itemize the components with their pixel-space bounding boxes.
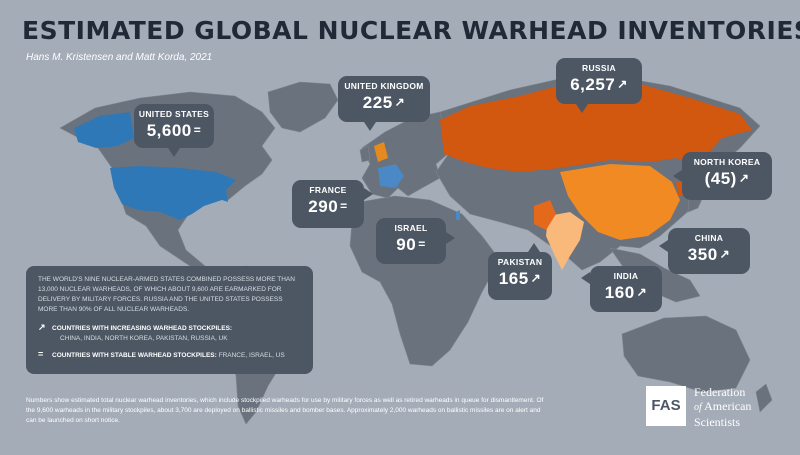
callout-india: INDIA 160 ↗	[581, 266, 662, 312]
callout-pointer	[576, 104, 588, 113]
country-name: INDIA	[613, 271, 639, 281]
callout-israel: ISRAEL 90 =	[376, 218, 455, 264]
legend-stable: = Countries with stable warhead stockpile…	[38, 349, 301, 359]
stable-icon: =	[340, 199, 348, 213]
page-title: ESTIMATED GLOBAL NUCLEAR WARHEAD INVENTO…	[22, 16, 800, 45]
warhead-count: 6,257 ↗	[570, 75, 628, 94]
country-name: RUSSIA	[582, 63, 616, 73]
legend-stable-label: Countries with stable warhead stockpiles…	[52, 352, 217, 359]
russia-region	[440, 80, 752, 172]
increasing-arrow-icon: ↗	[636, 285, 648, 299]
callout-pointer	[364, 188, 373, 200]
israel-region	[456, 210, 460, 220]
callout-pakistan: PAKISTAN 165 ↗	[488, 243, 552, 300]
callout-pointer	[446, 232, 455, 244]
new-zealand-shape	[755, 383, 773, 413]
country-name: FRANCE	[309, 185, 347, 195]
legend-increasing: ↗ Countries with increasing warhead stock…	[38, 322, 301, 333]
warhead-count: 160 ↗	[604, 283, 648, 302]
callout-pointer	[581, 272, 590, 284]
increasing-arrow-icon: ↗	[38, 322, 46, 332]
stable-icon: =	[38, 349, 44, 359]
callout-united-states: UNITED STATES 5,600 =	[134, 104, 214, 157]
organization-name: Federation of American Scientists	[694, 385, 752, 429]
callout-russia: RUSSIA 6,257 ↗	[556, 58, 642, 113]
author-credit: Hans M. Kristensen and Matt Korda, 2021	[26, 52, 213, 63]
warhead-count: 350 ↗	[687, 245, 731, 264]
warhead-count: (45) ↗	[704, 169, 750, 188]
info-panel: The world's nine nuclear-armed states co…	[26, 266, 313, 374]
australia-shape	[621, 315, 751, 393]
country-name: NORTH KOREA	[693, 157, 761, 167]
uk-ireland-shape	[359, 145, 371, 163]
country-name: UNITED KINGDOM	[344, 81, 424, 91]
callout-pointer	[364, 122, 376, 131]
legend-increasing-label: Countries with increasing warhead stockp…	[52, 325, 233, 332]
callout-pointer	[528, 243, 540, 252]
warhead-count: 225 ↗	[362, 93, 406, 112]
pakistan-region	[534, 200, 556, 230]
increasing-arrow-icon: ↗	[394, 95, 406, 109]
callout-pointer	[659, 240, 668, 252]
callout-pointer	[168, 148, 180, 157]
callout-pointer	[673, 170, 682, 182]
france-region	[378, 164, 404, 188]
increasing-arrow-icon: ↗	[617, 77, 628, 91]
warhead-count: 90 =	[396, 235, 426, 254]
country-name: PAKISTAN	[497, 257, 543, 267]
warhead-count: 5,600 =	[146, 121, 202, 140]
summary-note: The world's nine nuclear-armed states co…	[38, 276, 295, 313]
legend-increasing-list: China, India, North Korea, Pakistan, Rus…	[60, 335, 228, 342]
callout-france: FRANCE 290 =	[292, 180, 373, 228]
callout-china: CHINA 350 ↗	[659, 228, 750, 274]
fas-logo: FAS	[646, 386, 686, 426]
warhead-count: 290 =	[308, 197, 348, 216]
greenland-shape	[267, 81, 339, 133]
warhead-count: 165 ↗	[498, 269, 542, 288]
increasing-arrow-icon: ↗	[738, 171, 750, 185]
stable-icon: =	[418, 237, 426, 251]
country-name: UNITED STATES	[138, 109, 210, 119]
footnote: Numbers show estimated total nuclear war…	[26, 397, 544, 424]
legend-stable-list: France, Israel, US	[218, 352, 285, 359]
united-kingdom-region	[374, 142, 388, 162]
increasing-arrow-icon: ↗	[530, 271, 542, 285]
stable-icon: =	[193, 123, 202, 137]
united-states-region	[110, 166, 236, 220]
callout-north-korea: NORTH KOREA (45) ↗	[673, 152, 772, 200]
country-name: ISRAEL	[394, 223, 428, 233]
india-region	[546, 212, 584, 270]
china-region	[560, 164, 680, 240]
callout-united-kingdom: UNITED KINGDOM 225 ↗	[338, 76, 430, 131]
country-name: CHINA	[694, 233, 724, 243]
increasing-arrow-icon: ↗	[719, 247, 731, 261]
alaska-region	[74, 112, 134, 148]
